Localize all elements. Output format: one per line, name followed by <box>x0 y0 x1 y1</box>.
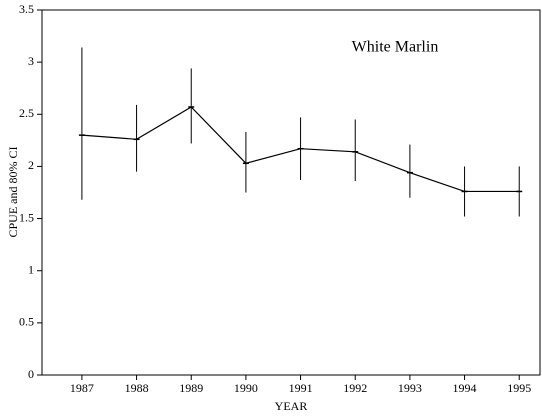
plot-frame <box>41 9 541 376</box>
x-tick-label: 1989 <box>179 381 203 395</box>
y-tick-label: 2 <box>28 158 34 172</box>
x-tick-label: 1992 <box>343 381 367 395</box>
y-tick-label: 3 <box>28 54 34 68</box>
y-tick-label: 0.5 <box>19 315 34 329</box>
y-tick-label: 1 <box>28 262 34 276</box>
y-axis-label: CPUE and 80% CI <box>6 147 20 238</box>
y-tick-label: 0 <box>28 367 34 381</box>
x-tick-label: 1991 <box>289 381 313 395</box>
y-tick-label: 1.5 <box>19 210 34 224</box>
y-tick-label: 2.5 <box>19 106 34 120</box>
x-tick-label: 1994 <box>453 381 477 395</box>
x-tick-label: 1995 <box>507 381 531 395</box>
x-tick-label: 1987 <box>70 381 94 395</box>
annotation: White Marlin <box>352 39 439 56</box>
x-axis-label: YEAR <box>275 399 308 413</box>
y-tick-label: 3.5 <box>19 2 34 16</box>
x-tick-label: 1990 <box>234 381 258 395</box>
x-tick-label: 1993 <box>398 381 422 395</box>
x-tick-label: 1988 <box>125 381 149 395</box>
